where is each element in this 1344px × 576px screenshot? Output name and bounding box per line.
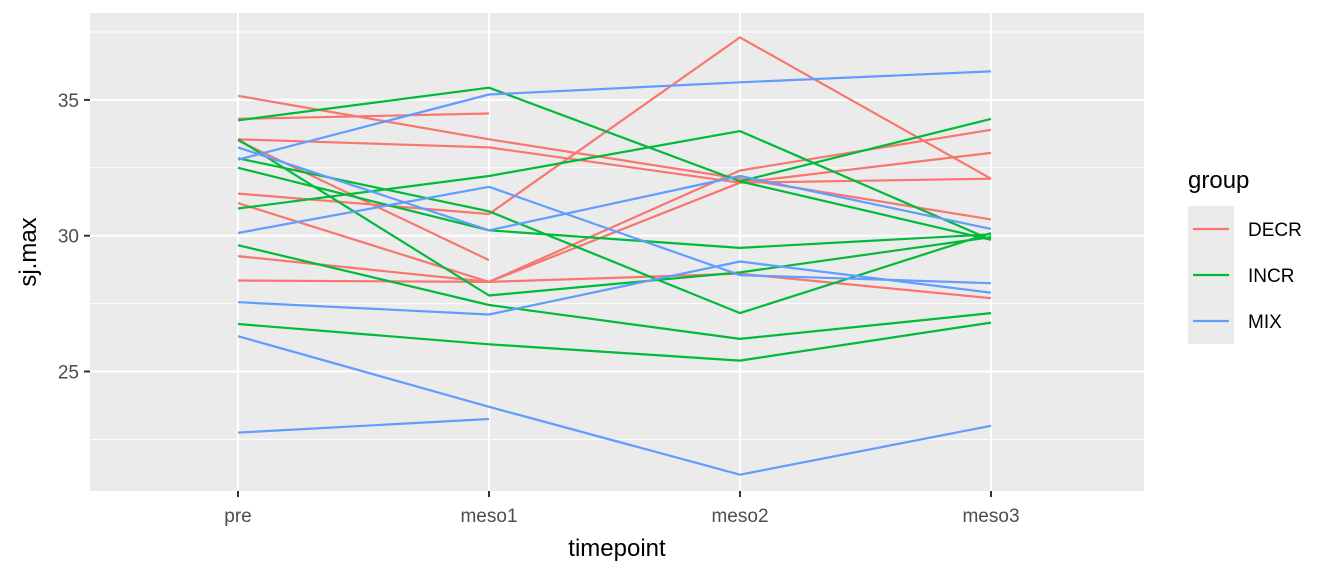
legend-title: group (1188, 167, 1249, 194)
series-line-decr-1-0 (237, 112, 490, 120)
x-axis-title: timepoint (568, 535, 666, 562)
series-line-incr-10-0 (237, 166, 992, 249)
series-line-mix-18-0 (237, 185, 992, 285)
y-tick-label-2: 35 (58, 91, 79, 112)
series-line-decr-0-0 (237, 94, 992, 221)
panel-background (90, 13, 1144, 491)
series-line-mix-17-0 (237, 146, 992, 232)
x-tick-label-pre: pre (224, 506, 251, 527)
x-tick-label-meso3: meso3 (962, 506, 1019, 527)
y-tick-label-0: 25 (58, 363, 79, 384)
legend-entries: DECR INCR MIX (1193, 220, 1302, 333)
series-line-incr-11-0 (237, 130, 992, 241)
series-line-decr-4-0 (237, 177, 992, 283)
series-line-incr-15-0 (739, 117, 992, 183)
x-tick-label-meso1: meso1 (460, 506, 517, 527)
series-line-incr-9-0 (237, 138, 992, 297)
legend-label-decr: DECR (1248, 220, 1302, 241)
series-line-incr-12-0 (237, 157, 992, 315)
series-line-mix-19-0 (237, 260, 992, 316)
series-line-incr-8-0 (237, 86, 992, 241)
legend-label-mix: MIX (1248, 312, 1282, 333)
series-line-mix-20-0 (237, 335, 992, 476)
legend-label-incr: INCR (1248, 266, 1294, 287)
series-line-decr-2-0 (237, 138, 992, 184)
series-line-mix-21-0 (237, 417, 490, 434)
series-line-mix-16-0 (237, 70, 992, 161)
legend: group DECR INCR MIX (1188, 167, 1302, 344)
x-tick-label-meso2: meso2 (711, 506, 768, 527)
y-tick-label-1: 30 (58, 227, 79, 248)
series-line-incr-13-0 (237, 244, 992, 340)
series-line-decr-3-0 (237, 36, 992, 216)
x-axis: pre meso1 meso2 meso3 (224, 491, 1020, 527)
y-axis: 25 30 35 (58, 91, 90, 384)
series-line-decr-6-0 (237, 272, 992, 300)
series-layer (237, 36, 992, 476)
series-line-incr-14-0 (237, 321, 992, 362)
y-axis-title: sj.max (15, 217, 42, 286)
